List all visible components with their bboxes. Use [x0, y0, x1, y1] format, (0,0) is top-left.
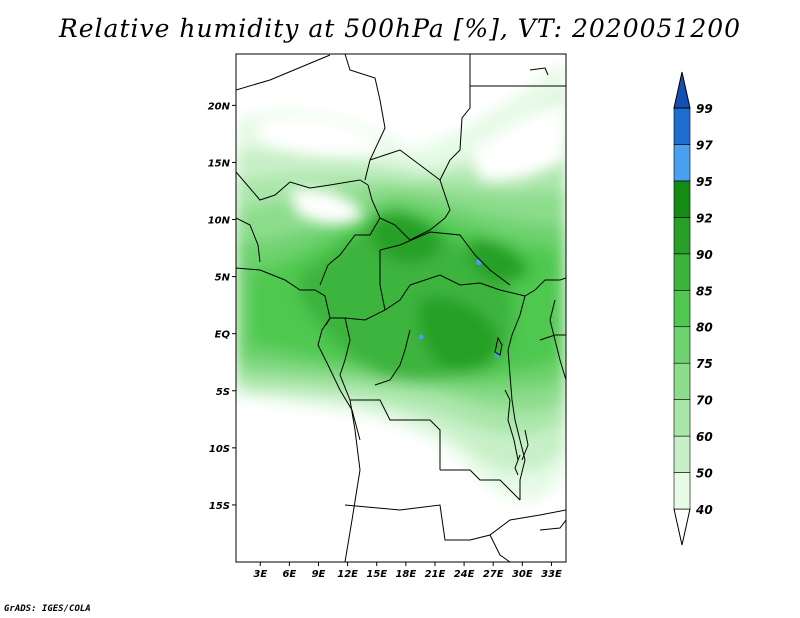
- lon-tick-label: 6E: [282, 569, 296, 580]
- lat-tick-label: 5S: [216, 387, 230, 398]
- colorbar-segment: [673, 472, 691, 510]
- map-frame: [235, 53, 567, 563]
- map-title: Relative humidity at 500hPa [%], VT: 202…: [58, 14, 742, 43]
- lon-tick-label: 24E: [454, 569, 475, 580]
- colorbar-label: 90: [696, 248, 713, 262]
- credit-text: GrADS: IGES/COLA: [4, 604, 91, 614]
- colorbar: 40 50 60 70 75 80 85 90 92 95 97 99: [673, 71, 713, 546]
- colorbar-label: 95: [696, 175, 713, 189]
- humidity-field: [236, 60, 566, 501]
- lat-tick-label: 15S: [209, 501, 230, 512]
- lat-tick-label: 10S: [209, 444, 230, 455]
- latitude-axis: 20N 15N 10N 5N EQ 5S 10S 15S: [208, 101, 236, 512]
- colorbar-segment: [673, 144, 691, 182]
- country-borders: [236, 54, 566, 562]
- longitude-axis: 3E 6E 9E 12E 15E 18E 21E 24E 27E 30E 33E: [253, 562, 562, 580]
- lon-tick-label: 3E: [253, 569, 267, 580]
- lon-tick-label: 12E: [337, 569, 358, 580]
- lon-tick-label: 33E: [541, 569, 562, 580]
- lon-tick-label: 15E: [366, 569, 387, 580]
- lat-tick-label: 10N: [208, 216, 231, 227]
- colorbar-max-arrow: [673, 71, 691, 109]
- lat-tick-label: 5N: [215, 273, 231, 284]
- colorbar-segment: [673, 217, 691, 255]
- colorbar-segment: [673, 362, 691, 400]
- lat-tick-label: EQ: [215, 330, 231, 341]
- lat-tick-label: 20N: [208, 101, 231, 112]
- colorbar-label: 60: [696, 430, 713, 444]
- colorbar-label: 70: [696, 394, 713, 408]
- lon-tick-label: 9E: [312, 569, 326, 580]
- colorbar-segment: [673, 289, 691, 328]
- colorbar-label: 80: [696, 321, 713, 335]
- lon-tick-label: 21E: [425, 569, 446, 580]
- lon-tick-label: 30E: [512, 569, 533, 580]
- colorbar-label: 99: [696, 102, 713, 116]
- colorbar-segment: [673, 180, 691, 218]
- colorbar-segment: [673, 107, 691, 145]
- colorbar-segment: [673, 435, 691, 473]
- colorbar-segment: [673, 326, 691, 364]
- colorbar-segment: [673, 253, 691, 291]
- colorbar-label: 85: [696, 284, 713, 298]
- lat-tick-label: 15N: [208, 158, 231, 169]
- lon-tick-label: 18E: [395, 569, 416, 580]
- colorbar-segment: [673, 399, 691, 437]
- colorbar-label: 92: [696, 211, 713, 225]
- colorbar-label: 75: [696, 357, 713, 371]
- colorbar-label: 50: [696, 467, 713, 481]
- colorbar-label: 97: [696, 138, 713, 152]
- colorbar-min-arrow: [673, 508, 691, 546]
- colorbar-label: 40: [695, 503, 713, 517]
- lon-tick-label: 27E: [483, 569, 504, 580]
